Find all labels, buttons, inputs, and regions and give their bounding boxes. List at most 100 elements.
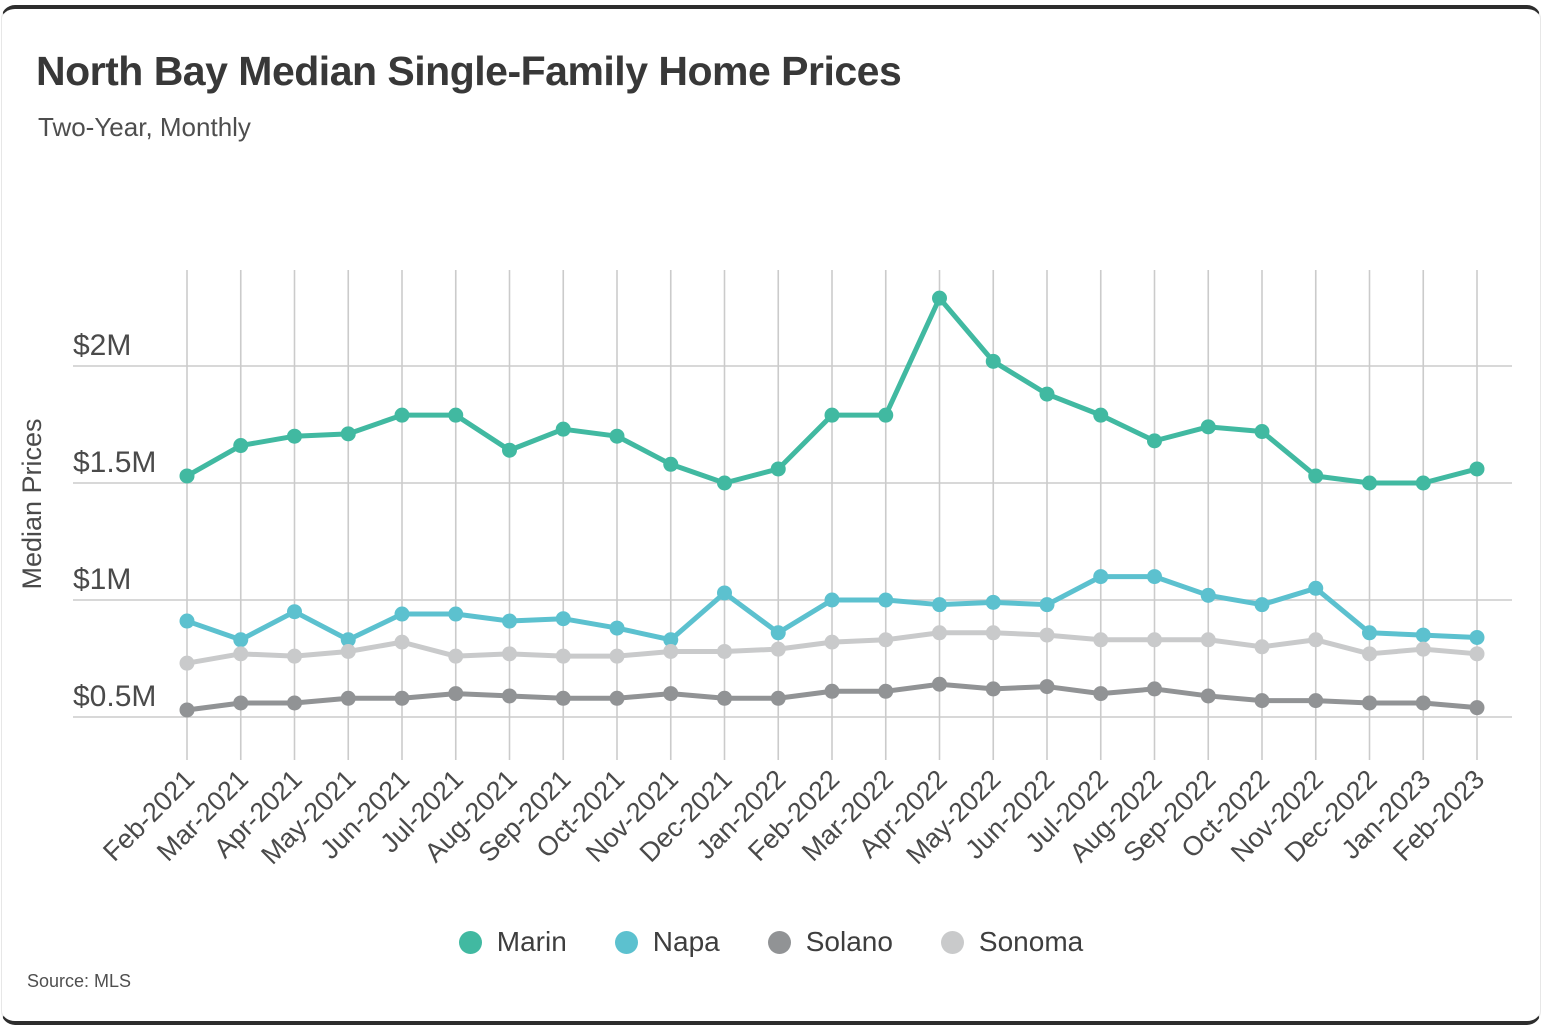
series-marin-point xyxy=(878,407,894,423)
series-marin-point xyxy=(824,407,840,423)
series-marin-point xyxy=(555,421,571,437)
series-marin-point xyxy=(770,461,786,477)
series-solano-point xyxy=(824,683,840,699)
series-solano-point xyxy=(1362,695,1377,711)
series-sonoma-point xyxy=(824,634,840,650)
series-marin-point xyxy=(502,442,517,458)
series-sonoma-point xyxy=(1415,641,1431,657)
series-solano-point xyxy=(1469,700,1485,716)
series-solano-point xyxy=(1147,681,1162,697)
series-napa-point xyxy=(555,611,571,627)
series-sonoma xyxy=(179,625,1485,671)
series-napa-point xyxy=(1469,629,1485,645)
y-axis-title: Median Prices xyxy=(17,418,47,589)
series-sonoma-point xyxy=(1039,627,1055,643)
vertical-gridlines xyxy=(186,270,1478,760)
legend-item-solano: Solano xyxy=(767,926,893,958)
series-marin-point xyxy=(340,426,356,442)
series-sonoma-point xyxy=(1469,646,1485,662)
y-tick-label: $2M xyxy=(73,329,131,362)
series-napa-point xyxy=(287,604,302,620)
series-sonoma-point xyxy=(932,625,947,641)
series-sonoma-point xyxy=(448,648,464,664)
series-napa-point xyxy=(448,606,464,622)
legend-label-napa: Napa xyxy=(652,926,720,957)
series-napa-point xyxy=(878,592,894,608)
series-sonoma-point xyxy=(394,634,410,650)
series-sonoma-point xyxy=(770,641,786,657)
series-napa-point xyxy=(1308,580,1324,596)
series-marin-point xyxy=(1039,386,1055,402)
series-napa-point xyxy=(770,625,786,641)
series-napa-point xyxy=(932,597,947,613)
series-napa-point xyxy=(179,613,195,629)
series-sonoma-point xyxy=(878,632,894,648)
chart-title: North Bay Median Single-Family Home Pric… xyxy=(36,48,902,94)
series-solano-point xyxy=(609,690,625,706)
series-sonoma-point xyxy=(663,643,679,659)
horizontal-gridlines: $2M $1.5M $1M $0.5M xyxy=(73,329,1512,718)
series-napa-point xyxy=(1254,597,1270,613)
series-napa xyxy=(179,569,1485,648)
legend-item-marin: Marin xyxy=(458,926,567,958)
series-solano-point xyxy=(340,690,356,706)
legend-swatch-marin xyxy=(458,930,482,954)
series-napa-point xyxy=(1362,625,1377,641)
series-napa-point xyxy=(394,606,410,622)
series-napa-point xyxy=(717,585,732,601)
series-solano-point xyxy=(394,690,410,706)
series-solano-point xyxy=(1254,693,1270,709)
series-sonoma-point xyxy=(1362,646,1377,662)
series-solano-point xyxy=(1308,693,1324,709)
series-napa-point xyxy=(663,632,679,648)
series-sonoma-point xyxy=(985,625,1001,641)
series-marin-point xyxy=(932,290,947,306)
series-marin-point xyxy=(1308,468,1324,484)
series-sonoma-point xyxy=(1254,639,1270,655)
series-sonoma-point xyxy=(1308,632,1324,648)
legend-item-sonoma: Sonoma xyxy=(940,926,1083,958)
series-marin-point xyxy=(287,428,302,444)
chart-subtitle: Two-Year, Monthly xyxy=(38,112,251,142)
y-tick-label: $1.5M xyxy=(73,446,156,479)
series-sonoma-point xyxy=(717,643,732,659)
series-napa-point xyxy=(340,632,356,648)
series-sonoma-point xyxy=(179,655,195,671)
series-sonoma-point xyxy=(1200,632,1216,648)
series-sonoma-point xyxy=(555,648,571,664)
series-napa-point xyxy=(1415,627,1431,643)
series-napa-point xyxy=(985,594,1001,610)
legend-item-napa: Napa xyxy=(614,926,720,958)
series-solano-point xyxy=(233,695,249,711)
series-marin-point xyxy=(448,407,464,423)
series-sonoma-point xyxy=(233,646,249,662)
series-marin-point xyxy=(1254,424,1270,440)
series-napa-point xyxy=(1200,587,1216,603)
series-solano-point xyxy=(287,695,302,711)
series-solano-point xyxy=(878,683,894,699)
y-tick-label: $1M xyxy=(73,563,131,596)
series-sonoma-point xyxy=(502,646,517,662)
series-marin-point xyxy=(663,456,679,472)
chart-legend: Marin Napa Solano Sonoma xyxy=(0,926,1542,958)
series-solano-point xyxy=(179,702,195,718)
series-napa-point xyxy=(502,613,517,629)
series-solano-point xyxy=(985,681,1001,697)
series-marin-point xyxy=(1200,419,1216,435)
series-napa-point xyxy=(824,592,840,608)
series-marin-point xyxy=(1147,433,1162,449)
series-napa-point xyxy=(1093,569,1109,585)
series-solano xyxy=(179,676,1485,718)
series-solano-point xyxy=(1039,679,1055,695)
series-marin-point xyxy=(394,407,410,423)
series-sonoma-point xyxy=(1147,632,1162,648)
price-line-chart: $2M $1.5M $1M $0.5M Median Prices Feb-2021Mar… xyxy=(17,270,1512,870)
series-marin-point xyxy=(717,475,732,491)
series-marin-point xyxy=(179,468,195,484)
series-marin-point xyxy=(1415,475,1431,491)
series-marin-point xyxy=(1093,407,1109,423)
legend-swatch-sonoma xyxy=(940,930,964,954)
series-sonoma-point xyxy=(340,643,356,659)
series-solano-point xyxy=(932,676,947,692)
series-marin xyxy=(179,290,1485,491)
